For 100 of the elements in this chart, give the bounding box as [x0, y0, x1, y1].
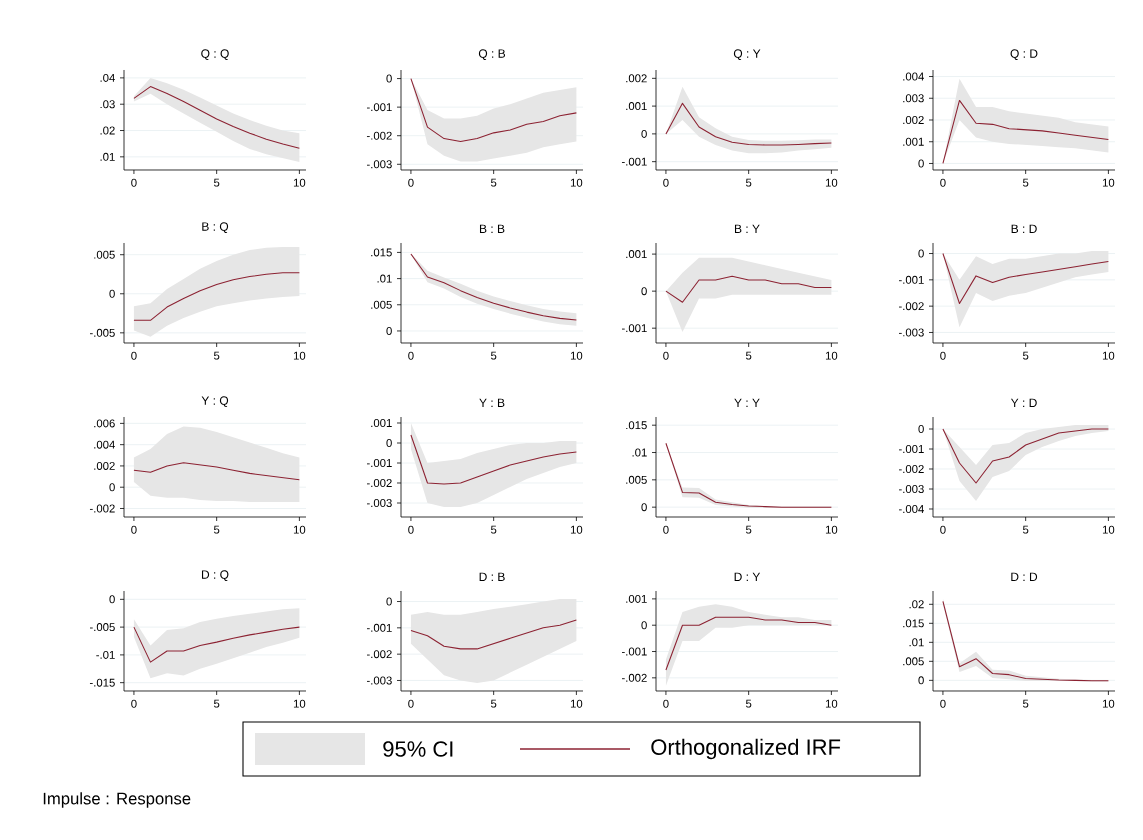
y-tick-label: 0: [918, 249, 924, 258]
y-tick-label: .003: [903, 94, 924, 103]
chart-title: Q : Q: [201, 49, 229, 60]
y-tick-label: .02: [100, 126, 115, 135]
x-tick-label: 5: [213, 699, 220, 708]
y-tick-label: -.001: [621, 157, 647, 166]
line-series: [665, 275, 832, 303]
x-tick-label: 0: [408, 351, 414, 360]
y-tick-label: -.001: [621, 324, 647, 333]
y-tick-label: .03: [100, 100, 115, 109]
x-tick-label: 10: [293, 178, 306, 187]
y-tick-label: -.001: [366, 103, 392, 112]
chart-title: Y : Y: [734, 398, 760, 407]
x-tick-label: 5: [745, 525, 752, 534]
y-tick-label: -.003: [366, 676, 392, 685]
x-tick-label: 0: [408, 699, 414, 708]
y-tick-label: -.005: [89, 328, 115, 337]
x-tick-label: 5: [1022, 178, 1029, 187]
y-tick-label: .004: [903, 72, 924, 81]
chart-title: B : B: [479, 224, 505, 233]
line-series: [665, 102, 832, 146]
y-tick-label: -.005: [89, 623, 115, 632]
x-tick-label: 5: [490, 525, 497, 534]
y-tick-label: 0: [386, 74, 392, 83]
y-tick-label: .01: [632, 448, 647, 457]
x-tick-label: 10: [825, 178, 838, 187]
x-tick-label: 5: [490, 178, 497, 187]
y-tick-label: .015: [626, 421, 647, 430]
y-tick-label: 0: [109, 289, 115, 298]
x-tick-label: 5: [490, 351, 497, 360]
x-tick-label: 10: [825, 525, 838, 534]
chart-title: B : Y: [734, 224, 760, 233]
x-tick-label: 10: [570, 699, 583, 708]
x-tick-label: 10: [1102, 178, 1115, 187]
line-series: [133, 272, 300, 321]
x-tick-label: 0: [131, 351, 137, 360]
x-tick-label: 5: [1022, 351, 1029, 360]
y-tick-label: .001: [903, 137, 924, 146]
y-tick-label: -.001: [366, 623, 392, 632]
chart-title: Q : Y: [733, 49, 761, 60]
x-tick-label: 10: [570, 351, 583, 360]
line-series: [133, 626, 300, 663]
x-tick-label: 0: [131, 178, 137, 187]
y-tick-label: .001: [626, 594, 647, 603]
y-tick-label: .015: [903, 619, 924, 628]
x-tick-label: 0: [663, 351, 669, 360]
x-tick-label: 10: [293, 525, 306, 534]
x-tick-label: 0: [940, 699, 946, 708]
y-tick-label: -.003: [898, 485, 924, 494]
text: Impulse : Response: [43, 792, 191, 808]
y-tick-label: -.002: [898, 302, 924, 311]
y-tick-label: -.015: [89, 678, 115, 687]
y-tick-label: .01: [909, 638, 924, 647]
x-tick-label: 10: [570, 525, 583, 534]
x-tick-label: 10: [570, 178, 583, 187]
y-tick-label: -.01: [96, 650, 115, 659]
x-tick-label: 5: [1022, 699, 1029, 708]
y-tick-label: .004: [94, 440, 115, 449]
y-tick-label: -.004: [898, 505, 924, 514]
y-tick-label: -.002: [366, 650, 392, 659]
y-tick-label: -.002: [898, 465, 924, 474]
y-tick-label: -.002: [366, 479, 392, 488]
chart-title: D : Y: [734, 572, 761, 581]
chart-title: Q : D: [1010, 49, 1038, 60]
y-tick-label: 0: [641, 503, 647, 512]
y-tick-label: -.002: [89, 504, 115, 513]
text: 95% CI: [383, 741, 453, 757]
chart-title: Q : B: [478, 49, 506, 60]
y-tick-label: -.001: [621, 647, 647, 656]
y-tick-label: .04: [100, 73, 115, 82]
chart-title: B : Q: [202, 222, 229, 233]
x-tick-label: 10: [1102, 699, 1115, 708]
y-tick-label: -.001: [366, 459, 392, 468]
y-tick-label: 0: [918, 676, 924, 685]
x-tick-label: 10: [825, 699, 838, 708]
x-tick-label: 0: [663, 699, 669, 708]
x-tick-label: 10: [1102, 351, 1115, 360]
chart-title: Y : B: [479, 398, 505, 407]
y-tick-label: -.003: [366, 499, 392, 508]
y-tick-label: .015: [371, 248, 392, 257]
y-tick-label: .001: [626, 250, 647, 259]
x-tick-label: 5: [745, 699, 752, 708]
text: Orthogonalized IRF: [651, 738, 841, 760]
x-tick-label: 0: [663, 525, 669, 534]
y-tick-label: .002: [903, 116, 924, 124]
x-tick-label: 0: [408, 178, 414, 187]
y-tick-label: 0: [641, 287, 647, 296]
x-tick-label: 5: [213, 178, 220, 187]
line-series: [410, 78, 577, 142]
y-tick-label: .005: [94, 250, 115, 259]
x-tick-label: 10: [825, 351, 838, 360]
y-tick-label: -.002: [621, 673, 647, 682]
y-tick-label: 0: [918, 159, 924, 168]
chart-title: D : D: [1011, 572, 1038, 581]
y-tick-label: 0: [386, 439, 392, 448]
y-tick-label: -.001: [898, 445, 924, 454]
y-tick-label: 0: [109, 595, 115, 604]
y-tick-label: 0: [386, 597, 392, 606]
x-tick-label: 5: [213, 525, 220, 534]
line-series: [410, 434, 577, 485]
